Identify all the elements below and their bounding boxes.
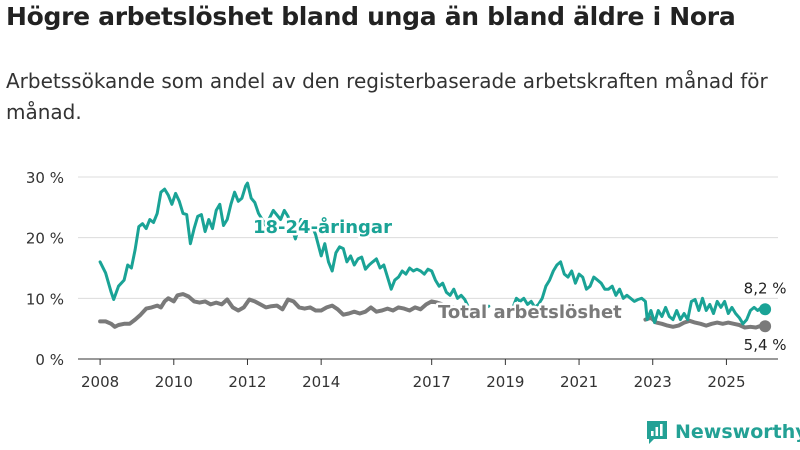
x-tick-label: 2023	[634, 373, 672, 391]
series-label-youth: 18-24-åringar	[253, 216, 392, 238]
end-point-total	[759, 320, 772, 333]
y-tick-label: 0 %	[35, 351, 64, 369]
x-tick-label: 2010	[155, 373, 193, 391]
x-tick-label: 2012	[228, 373, 266, 391]
x-tick-label: 2017	[413, 373, 451, 391]
y-tick-label: 30 %	[26, 169, 64, 187]
end-point-youth	[759, 303, 772, 316]
newsworthy-logo-text: Newsworthy	[675, 421, 800, 443]
series-label-total: Total arbetslöshet	[438, 302, 622, 323]
y-tick-label: 10 %	[26, 290, 64, 308]
y-tick-label: 20 %	[26, 230, 64, 248]
chart-subtitle: Arbetssökande som andel av den registerb…	[6, 69, 768, 124]
end-label-youth: 8,2 %	[744, 279, 787, 297]
end-label-total: 5,4 %	[744, 336, 787, 354]
x-tick-label: 2014	[302, 373, 340, 391]
chart-title: Högre arbetslöshet bland unga än bland ä…	[6, 2, 736, 31]
x-tick-label: 2021	[560, 373, 598, 391]
newsworthy-logo-icon	[647, 421, 667, 444]
series-line-total	[98, 292, 768, 330]
x-tick-label: 2019	[486, 373, 524, 391]
x-tick-label: 2008	[81, 373, 119, 391]
series-line-youth	[98, 181, 767, 326]
newsworthy-logo[interactable]: Newsworthy	[645, 419, 800, 445]
x-tick-label: 2025	[707, 373, 745, 391]
